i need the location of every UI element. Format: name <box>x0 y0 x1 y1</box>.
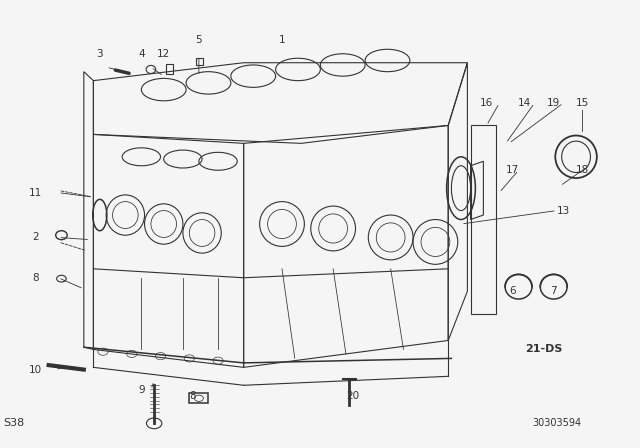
Text: 10: 10 <box>29 365 42 375</box>
Text: 17: 17 <box>506 165 519 175</box>
Text: 20: 20 <box>346 392 359 401</box>
Text: 6: 6 <box>509 286 515 296</box>
Text: 5: 5 <box>196 35 202 45</box>
Text: 2: 2 <box>33 233 39 242</box>
Text: 19: 19 <box>547 98 561 108</box>
Text: 15: 15 <box>576 98 589 108</box>
Text: 8: 8 <box>189 392 196 401</box>
Text: 7: 7 <box>550 286 557 296</box>
Text: 14: 14 <box>518 98 532 108</box>
Text: 9: 9 <box>138 385 145 395</box>
Text: 8: 8 <box>33 273 39 283</box>
Text: 3: 3 <box>97 49 103 59</box>
Text: 21-DS: 21-DS <box>525 345 563 354</box>
Text: 11: 11 <box>29 188 42 198</box>
Text: 1: 1 <box>278 35 285 45</box>
Text: 18: 18 <box>576 165 589 175</box>
Text: 16: 16 <box>480 98 493 108</box>
Text: 30303594: 30303594 <box>532 418 582 428</box>
Text: 4: 4 <box>138 49 145 59</box>
Text: 13: 13 <box>557 206 570 215</box>
Text: 12: 12 <box>157 49 170 59</box>
Text: S38: S38 <box>3 418 24 428</box>
